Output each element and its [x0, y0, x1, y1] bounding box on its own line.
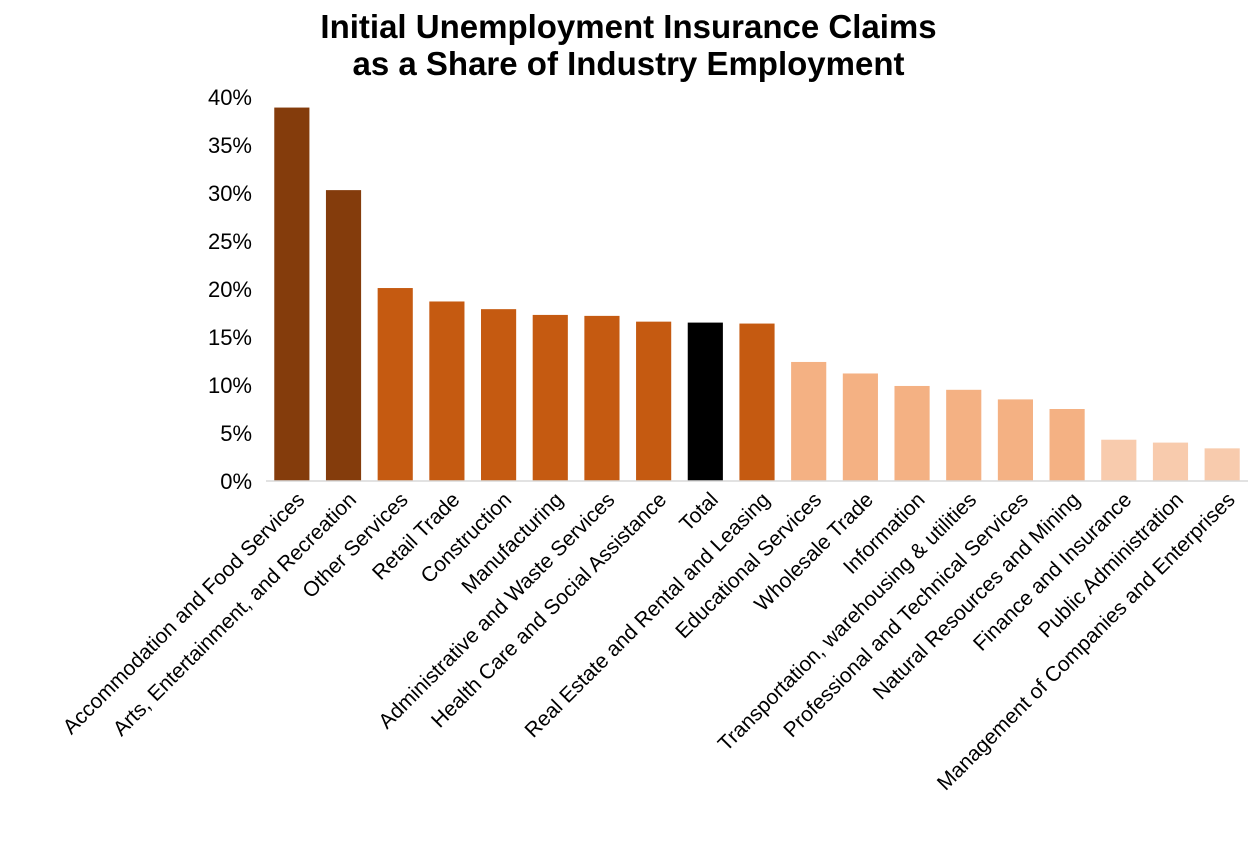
bar: [481, 309, 517, 481]
bar: [532, 314, 568, 481]
bar: [636, 321, 672, 481]
bar: [687, 322, 723, 481]
bar: [842, 373, 878, 481]
bar: [946, 389, 982, 481]
x-tick-label: Accommodation and Food Services: [59, 488, 310, 739]
chart-title-line-2: as a Share of Industry Employment: [352, 45, 905, 82]
x-tick-label: Arts, Entertainment, and Recreation: [109, 488, 361, 740]
y-tick-label: 0%: [220, 469, 252, 494]
bar: [1204, 448, 1240, 481]
bar: [584, 315, 620, 481]
bar: [274, 107, 310, 481]
bar: [325, 190, 362, 481]
bar: [429, 301, 465, 481]
y-tick-label: 10%: [208, 373, 252, 398]
bar: [1152, 442, 1189, 481]
bar: [997, 399, 1033, 481]
y-tick-label: 15%: [208, 325, 252, 350]
bar: [1101, 439, 1137, 481]
y-tick-label: 30%: [208, 181, 252, 206]
y-tick-label: 35%: [208, 133, 252, 158]
x-tick-label: Total: [675, 488, 723, 536]
bar: [894, 385, 930, 481]
y-axis: 0% 5% 10% 15% 20% 25% 30% 35% 40%: [208, 85, 252, 494]
bar: [739, 323, 775, 481]
bar: [377, 288, 413, 481]
y-tick-label: 40%: [208, 85, 252, 110]
bars: [274, 107, 1240, 481]
chart-title-line-1: Initial Unemployment Insurance Claims: [320, 8, 937, 45]
y-tick-label: 5%: [220, 421, 252, 446]
y-tick-label: 20%: [208, 277, 252, 302]
bar: [791, 361, 827, 481]
y-tick-label: 25%: [208, 229, 252, 254]
chart-title: Initial Unemployment Insurance Claims as…: [0, 8, 1257, 82]
bar: [1049, 409, 1085, 481]
